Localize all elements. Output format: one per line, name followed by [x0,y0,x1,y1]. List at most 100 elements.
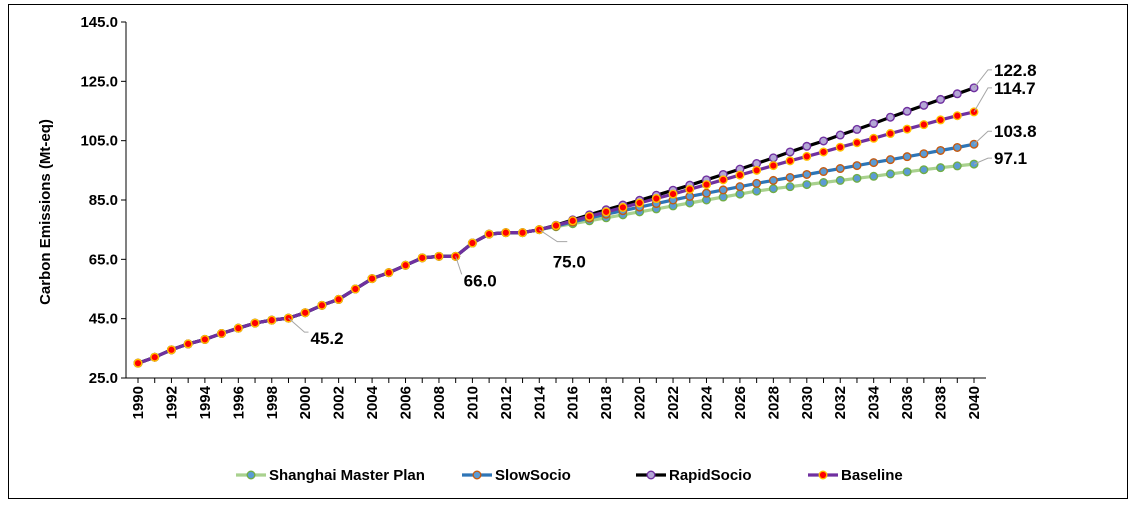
data-point-rapidsocio [919,100,929,110]
x-tick-label: 2008 [431,386,448,419]
data-point-shanghai-master-plan [952,161,962,171]
x-tick-label: 2030 [799,386,816,419]
data-point-baseline [651,194,661,204]
data-point-rapidsocio [885,112,895,122]
data-point-slowsocio [919,149,929,159]
legend-marker-rapidsocio [646,470,656,480]
x-tick-label: 2018 [598,386,615,419]
data-point-rapidsocio [869,118,879,128]
data-point-rapidsocio [802,141,812,151]
data-point-slowsocio [752,178,762,188]
data-point-shanghai-master-plan [869,171,879,181]
data-point-baseline [233,323,243,333]
data-point-baseline [350,284,360,294]
data-point-rapidsocio [852,124,862,134]
data-point-shanghai-master-plan [936,163,946,173]
data-point-baseline [718,175,728,185]
data-label: 75.0 [553,253,586,272]
data-point-shanghai-master-plan [835,175,845,185]
data-point-baseline [384,268,394,278]
data-point-slowsocio [936,145,946,155]
data-point-shanghai-master-plan [735,189,745,199]
x-tick-label: 2000 [297,386,314,419]
y-tick-label: 145.0 [80,14,118,31]
legend-label-shanghai-master-plan: Shanghai Master Plan [269,467,425,484]
annotation-leader [288,317,309,333]
data-point-baseline [936,115,946,125]
data-point-shanghai-master-plan [768,184,778,194]
data-point-shanghai-master-plan [885,169,895,179]
legend-marker-slowsocio [472,470,482,480]
legend-label-rapidsocio: RapidSocio [669,467,752,484]
x-tick-label: 2006 [398,386,415,419]
data-point-baseline [250,318,260,328]
data-point-baseline [417,253,427,263]
series-line-baseline [137,110,975,365]
data-label: 66.0 [464,271,497,290]
data-point-baseline [584,211,594,221]
x-tick-label: 2010 [464,386,481,419]
data-point-slowsocio [902,152,912,162]
data-point-baseline [618,202,628,212]
data-point-slowsocio [802,169,812,179]
data-point-rapidsocio [835,130,845,140]
data-point-baseline [668,189,678,199]
data-point-rapidsocio [785,147,795,157]
x-tick-label: 2040 [966,386,983,419]
data-point-rapidsocio [936,94,946,104]
x-tick-label: 2004 [364,385,381,419]
data-point-slowsocio [869,158,879,168]
data-point-slowsocio [852,161,862,171]
legend-marker-baseline [818,470,828,480]
annotation-leader [973,87,992,113]
data-point-baseline [735,170,745,180]
y-tick-label: 105.0 [80,133,118,150]
data-point-baseline [885,129,895,139]
x-tick-label: 2032 [832,386,849,419]
data-point-slowsocio [785,172,795,182]
data-point-baseline [685,184,695,194]
legend-label-baseline: Baseline [841,467,903,484]
data-point-baseline [434,251,444,261]
data-point-baseline [551,221,561,231]
y-axis-title: Carbon Emissions (Mt-eq) [37,119,54,305]
data-label: 122.8 [994,61,1037,80]
data-point-shanghai-master-plan [819,177,829,187]
x-tick-label: 2028 [765,386,782,419]
data-point-baseline [802,151,812,161]
y-tick-label: 125.0 [80,73,118,90]
x-tick-label: 2002 [331,386,348,419]
data-point-shanghai-master-plan [902,167,912,177]
data-point-slowsocio [885,155,895,165]
y-tick-label: 65.0 [89,251,118,268]
data-point-baseline [785,156,795,166]
data-point-baseline [902,124,912,134]
x-tick-label: 2016 [565,386,582,419]
annotation-leader [973,130,992,145]
data-point-baseline [467,238,477,248]
data-point-shanghai-master-plan [785,182,795,192]
data-point-shanghai-master-plan [802,180,812,190]
data-point-baseline [133,358,143,368]
data-point-baseline [367,274,377,284]
data-point-slowsocio [835,164,845,174]
data-point-baseline [401,260,411,270]
data-point-baseline [701,180,711,190]
x-tick-label: 2020 [632,386,649,419]
data-point-shanghai-master-plan [752,186,762,196]
data-point-baseline [568,216,578,226]
data-point-baseline [300,308,310,318]
x-tick-label: 2036 [899,386,916,419]
data-point-slowsocio [768,175,778,185]
data-point-baseline [317,300,327,310]
data-point-baseline [952,111,962,121]
data-point-rapidsocio [768,153,778,163]
data-point-slowsocio [718,185,728,195]
data-point-shanghai-master-plan [852,173,862,183]
data-point-baseline [819,147,829,157]
data-label: 114.7 [994,79,1036,98]
y-tick-label: 25.0 [89,370,118,387]
data-point-baseline [501,228,511,238]
data-point-baseline [919,120,929,130]
